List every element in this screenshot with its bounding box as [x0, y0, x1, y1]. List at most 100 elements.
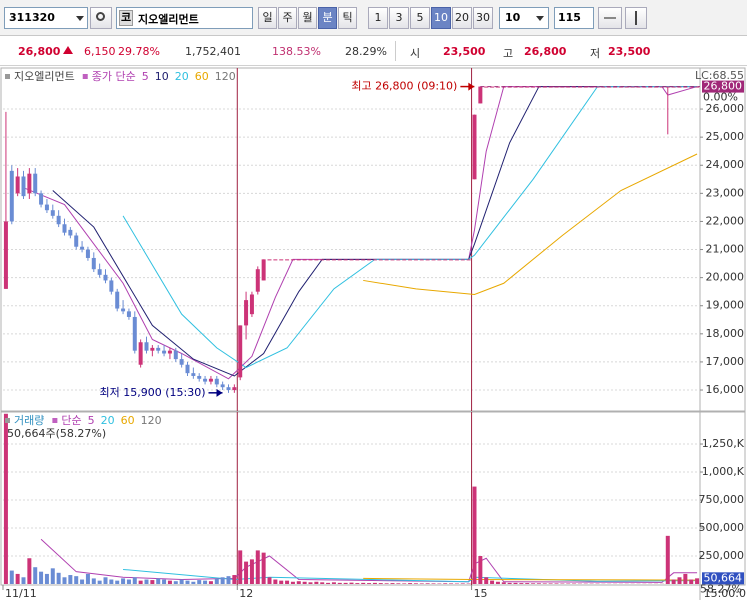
- time-label: 15:00:0: [704, 587, 746, 600]
- candle-body: [695, 86, 700, 88]
- volume-bar: [372, 582, 377, 584]
- candle-body: [659, 86, 664, 88]
- y-tick-label: 250,000: [699, 549, 745, 562]
- candle-body: [255, 269, 260, 292]
- candle-body: [132, 316, 137, 351]
- candle-body: [308, 259, 313, 261]
- volume-bar: [56, 572, 61, 584]
- candle-body: [220, 384, 225, 388]
- legend-label: 60: [121, 414, 135, 427]
- volume-bar: [501, 582, 506, 584]
- x-tick-label: 15: [474, 587, 488, 600]
- volume-bar: [126, 579, 131, 584]
- volume-bar: [490, 580, 495, 584]
- candle-body: [15, 176, 20, 194]
- y-tick-label: 1,000,K: [702, 465, 745, 478]
- period-button[interactable]: 분: [318, 7, 337, 29]
- interval-button[interactable]: 3: [389, 7, 409, 29]
- candle-body: [671, 86, 676, 88]
- candle-body: [636, 86, 641, 88]
- interval-button[interactable]: 10: [431, 7, 451, 29]
- volume-bar: [326, 582, 331, 584]
- candle-body: [490, 86, 495, 88]
- scale-button[interactable]: [625, 7, 647, 29]
- search-button[interactable]: [90, 7, 112, 29]
- volume-bar: [460, 583, 465, 584]
- last-value-label: 26,800: [704, 80, 743, 93]
- volume-bar: [167, 580, 172, 584]
- volume-bar: [525, 583, 530, 584]
- candle-body: [361, 259, 366, 261]
- interval-button[interactable]: 20: [452, 7, 472, 29]
- legend-label: 60: [195, 70, 209, 83]
- candle-body: [519, 86, 524, 88]
- volume-bar: [431, 583, 436, 584]
- volume-bar: [214, 578, 219, 584]
- volume-bar: [232, 575, 237, 584]
- ma-line: [40, 538, 698, 583]
- candle-body: [179, 359, 184, 365]
- candle-body: [44, 204, 49, 211]
- volume-bar: [109, 579, 114, 584]
- period-button[interactable]: 월: [298, 7, 317, 29]
- period-button[interactable]: 일: [258, 7, 277, 29]
- interval-button[interactable]: 30: [473, 7, 493, 29]
- y-tick-label: 1,250,K: [702, 437, 745, 450]
- candle-body: [244, 300, 249, 326]
- last-value-box: [702, 80, 744, 93]
- volume-bar: [349, 582, 354, 584]
- candle-body: [74, 235, 79, 247]
- ma-line: [52, 86, 698, 377]
- y-tick-label: 26,000: [706, 102, 745, 115]
- volume-bar: [208, 581, 213, 584]
- candle-body: [384, 259, 389, 261]
- code-box[interactable]: 311320: [4, 7, 88, 29]
- zoom-icon: [604, 17, 616, 19]
- arrow-head: [216, 388, 223, 397]
- interval-button[interactable]: 5: [410, 7, 430, 29]
- legend-label: 5: [88, 414, 95, 427]
- interval-button[interactable]: 1: [368, 7, 388, 29]
- volume-bar: [484, 577, 489, 584]
- volume-bar: [185, 580, 190, 584]
- candle-body: [449, 259, 454, 261]
- volume-bar: [507, 582, 512, 584]
- y-tick-label: 24,000: [706, 158, 745, 171]
- volume-bar: [74, 576, 79, 584]
- count-select[interactable]: 10: [499, 7, 549, 29]
- volume-bar: [513, 582, 518, 584]
- volume-bar: [683, 573, 688, 584]
- candle-body: [238, 325, 243, 378]
- name-box[interactable]: 코 지오엘리먼트: [116, 7, 253, 29]
- zoom-button[interactable]: [598, 7, 622, 29]
- ma-line: [122, 86, 698, 369]
- y-tick-label: 17,000: [706, 355, 745, 368]
- panel-frame: [0, 411, 746, 586]
- candle-body: [443, 259, 448, 261]
- period-button[interactable]: 틱: [338, 7, 357, 29]
- bars-input[interactable]: 115: [554, 7, 594, 29]
- candle-body: [97, 269, 102, 275]
- candle-body: [478, 86, 483, 104]
- volume-bar: [150, 580, 155, 584]
- candle-body: [302, 259, 307, 261]
- candle-body: [68, 229, 73, 236]
- volume-bar: [138, 580, 143, 584]
- lc-label: LC:68.55: [695, 69, 744, 82]
- candle-body: [595, 86, 600, 88]
- volume-bar: [542, 583, 547, 584]
- high-label: 고: [503, 47, 514, 60]
- candle-body: [466, 259, 471, 261]
- x-tick-label: 11/11: [5, 587, 37, 600]
- period-button[interactable]: 주: [278, 7, 297, 29]
- volume-bar: [425, 583, 430, 584]
- volume-bar: [308, 582, 313, 584]
- ma-line: [363, 153, 698, 295]
- scale-icon: [635, 11, 637, 25]
- search-icon: [96, 12, 105, 21]
- volume-bar: [273, 579, 278, 584]
- bars: 115: [558, 11, 581, 24]
- candle-body: [27, 173, 32, 194]
- dropdown-icon: [76, 16, 84, 21]
- volume-bar: [531, 583, 536, 584]
